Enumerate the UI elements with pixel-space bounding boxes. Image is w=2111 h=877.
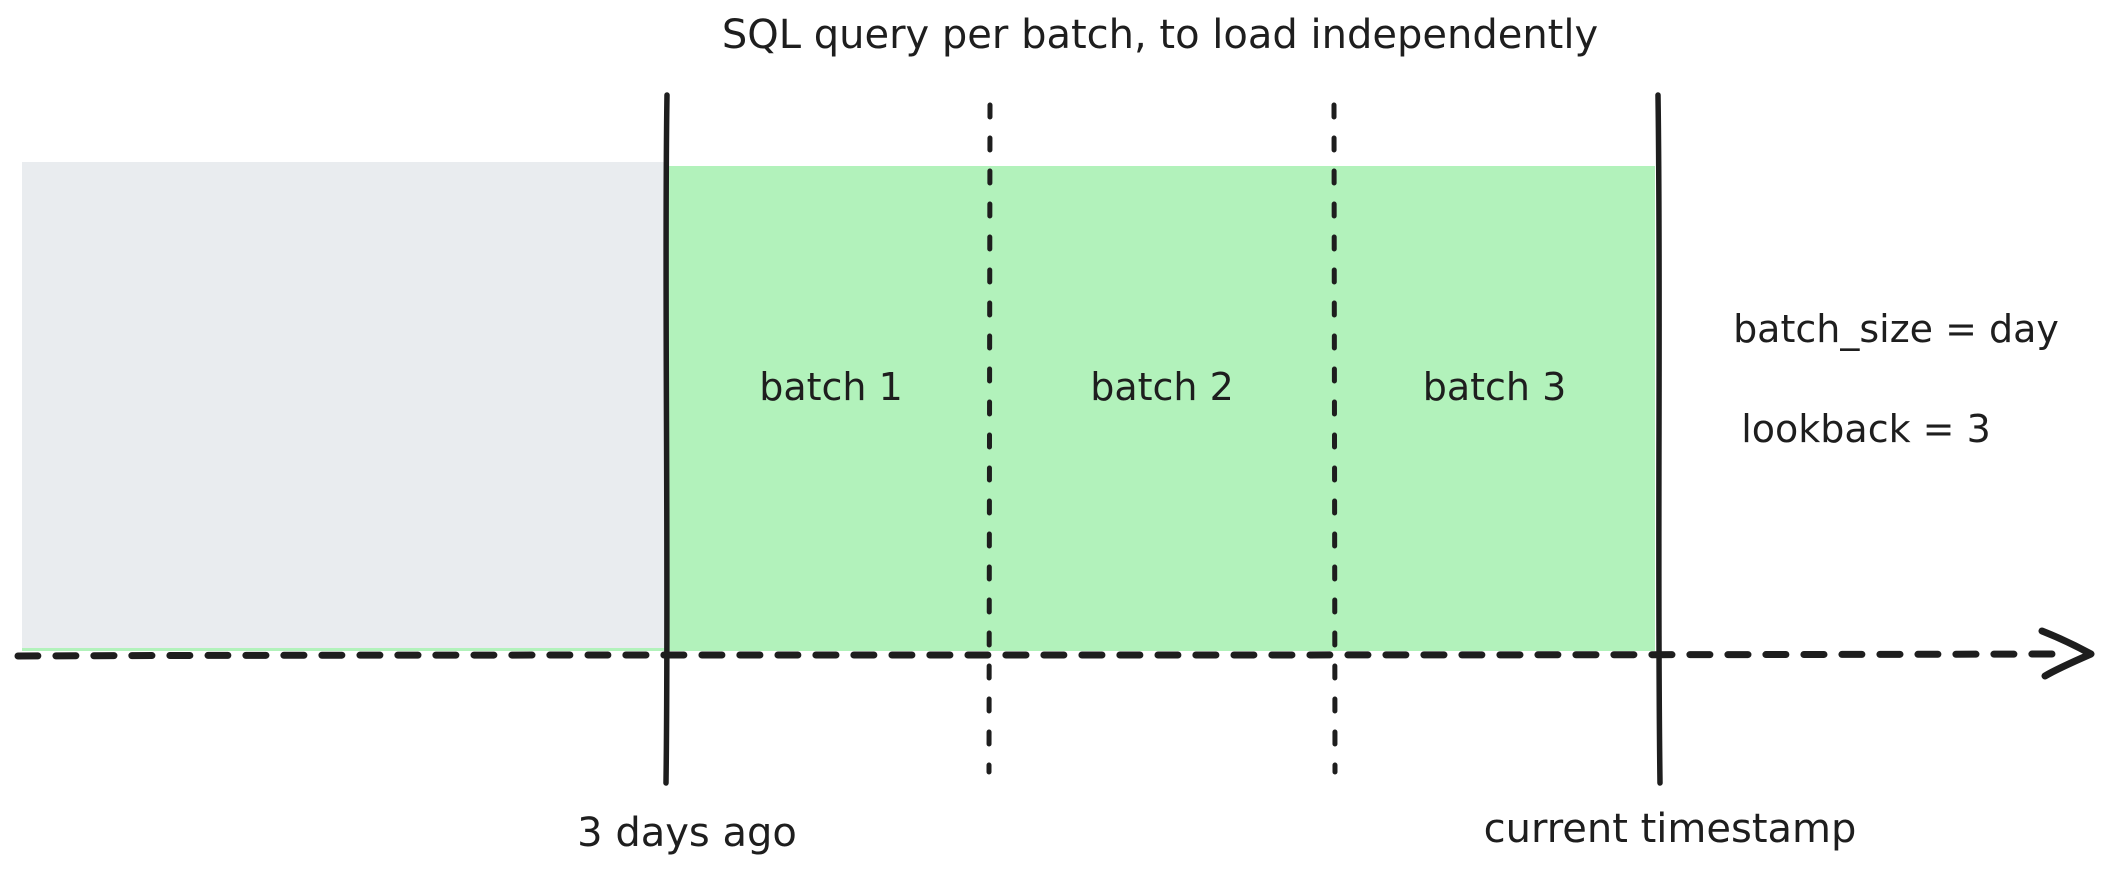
end-boundary-line xyxy=(1655,92,1663,786)
batch-1-label: batch 1 xyxy=(759,365,903,409)
batch-size-annotation: batch_size = day xyxy=(1733,307,2059,351)
batch-3-label: batch 3 xyxy=(1422,365,1567,409)
diagram-title: SQL query per batch, to load independent… xyxy=(721,12,1599,58)
timeline-arrowhead-icon xyxy=(2038,627,2095,680)
timeline-end-label: current timestamp xyxy=(1483,806,1857,852)
start-boundary-line xyxy=(663,92,670,786)
timeline-axis xyxy=(14,650,2062,660)
batch-divider-2 xyxy=(1331,102,1338,775)
batch-2-label: batch 2 xyxy=(1090,365,1234,409)
timeline-start-label: 3 days ago xyxy=(577,810,797,856)
lookback-annotation: lookback = 3 xyxy=(1741,407,1991,451)
past-data-region xyxy=(22,162,665,648)
batch-divider-1 xyxy=(986,102,993,775)
